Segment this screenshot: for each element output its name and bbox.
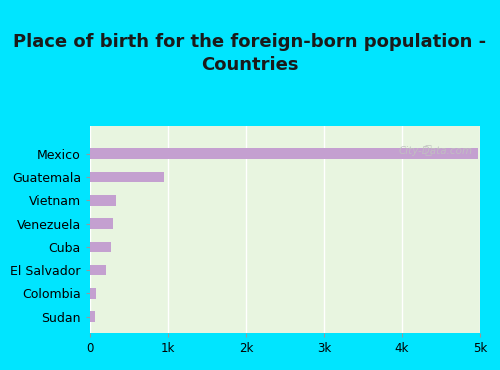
- Bar: [90, 218, 114, 229]
- Bar: [90, 172, 164, 182]
- Bar: [90, 312, 96, 322]
- Bar: [90, 288, 96, 299]
- Text: City-Data.com: City-Data.com: [398, 146, 472, 156]
- Bar: [90, 195, 116, 206]
- Text: ⓘ: ⓘ: [424, 144, 431, 157]
- Bar: [90, 265, 106, 275]
- Bar: [90, 148, 478, 159]
- Bar: [90, 242, 111, 252]
- Text: Place of birth for the foreign-born population -
Countries: Place of birth for the foreign-born popu…: [14, 33, 486, 74]
